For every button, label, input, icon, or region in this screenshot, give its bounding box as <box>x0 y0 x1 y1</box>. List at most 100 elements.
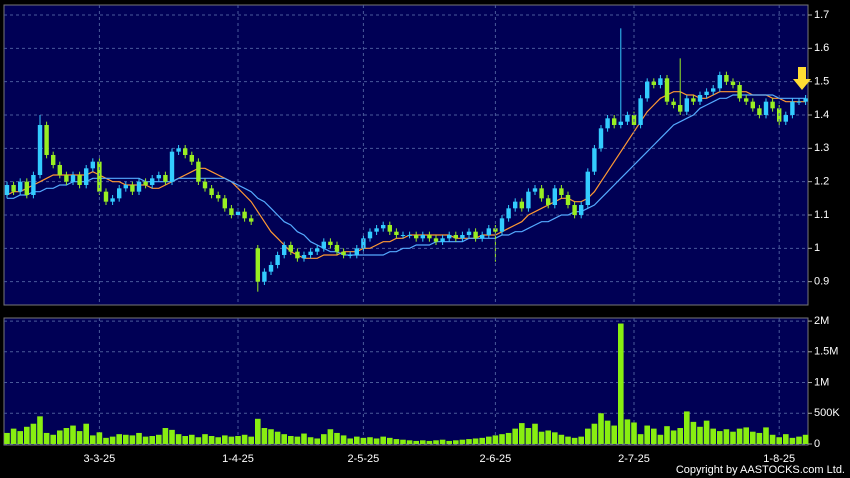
candle-body <box>420 235 425 239</box>
volume-bar <box>446 440 452 444</box>
volume-bar <box>598 413 604 444</box>
copyright: Copyright by AASTOCKS.com Ltd. <box>676 464 845 476</box>
candle-body <box>216 195 221 199</box>
volume-bar <box>525 428 532 444</box>
candle-body <box>176 148 181 152</box>
volume-bar <box>400 439 406 444</box>
candle-body <box>367 231 373 239</box>
candle-body <box>222 198 227 209</box>
candle-body <box>763 101 769 115</box>
candle-body <box>136 181 142 192</box>
candle-body <box>684 98 689 112</box>
candle-body <box>796 101 802 103</box>
volume-bar <box>763 427 769 444</box>
candle-body <box>803 98 808 102</box>
candle-body <box>750 101 755 109</box>
candle-body <box>130 185 135 192</box>
candle-body <box>282 245 287 255</box>
volume-bar <box>743 427 749 444</box>
candle-body <box>321 241 326 249</box>
volume-bar <box>314 438 320 444</box>
candle-body <box>427 235 432 239</box>
candle-body <box>737 85 742 99</box>
candle-body <box>612 118 617 125</box>
volume-bar <box>241 434 248 444</box>
volume-bar <box>631 422 637 444</box>
candle-body <box>691 98 696 102</box>
volume-bar <box>611 425 617 444</box>
candle-body <box>790 101 795 115</box>
volume-bar <box>670 430 677 444</box>
candle-body <box>249 218 254 222</box>
candle-body <box>711 88 716 92</box>
volume-bar <box>222 435 228 444</box>
candle-body <box>414 235 419 239</box>
volume-bar <box>571 437 578 444</box>
candle-body <box>348 255 353 256</box>
volume-bar <box>730 431 736 444</box>
volume-bar <box>776 437 782 444</box>
candle-body <box>519 201 524 209</box>
candle-body <box>579 205 584 215</box>
volume-bar <box>644 425 650 444</box>
volume-bar <box>208 436 215 444</box>
candle-body <box>150 178 155 185</box>
candle-body <box>486 228 491 235</box>
volume-bar <box>492 435 499 444</box>
candle-body <box>51 155 56 165</box>
x-tick-label: 2-7-25 <box>618 453 650 465</box>
volume-bar <box>690 421 697 444</box>
volume-bar <box>261 428 268 444</box>
volume-bar <box>360 437 367 444</box>
volume-bar <box>288 436 294 444</box>
y-tick-label: 1M <box>814 376 829 388</box>
volume-bar <box>413 440 419 444</box>
volume-bar <box>321 434 327 444</box>
volume-bar <box>466 439 472 444</box>
candle-body <box>770 101 775 109</box>
candle-body <box>315 248 320 252</box>
volume-bar <box>769 434 776 444</box>
candle-body <box>387 225 392 232</box>
volume-bar <box>703 420 710 444</box>
volume-bar <box>796 436 802 444</box>
volume-bar <box>472 438 479 444</box>
candle-body <box>671 101 676 105</box>
candle-body <box>433 238 439 242</box>
candle-body <box>110 198 115 202</box>
volume-bar <box>624 419 631 444</box>
ma-line <box>7 94 806 256</box>
candle-body <box>466 231 472 235</box>
candle-body <box>103 191 109 202</box>
volume-bar <box>585 428 591 444</box>
price-panel <box>3 4 809 306</box>
candle-body <box>552 188 557 205</box>
volume-bar <box>83 423 89 444</box>
volume-bar <box>24 426 30 444</box>
candle-body <box>400 235 406 236</box>
x-tick-label: 2-5-25 <box>348 453 380 465</box>
candle-body <box>394 231 399 235</box>
candle-body <box>288 245 293 252</box>
volume-bar <box>268 429 274 444</box>
candle-body <box>473 231 478 239</box>
volume-bar <box>43 432 50 444</box>
candle-body <box>90 161 95 169</box>
volume-bar <box>149 436 155 444</box>
volume-bar <box>70 425 76 444</box>
volume-bar <box>255 418 261 444</box>
candle-body <box>585 171 590 205</box>
volume-bar <box>136 432 142 444</box>
volume-bar <box>453 440 459 444</box>
volume-bar <box>281 434 287 444</box>
candle-body <box>697 95 703 102</box>
x-tick-label: 2-6-25 <box>480 453 512 465</box>
candle-body <box>598 128 604 149</box>
volume-bar <box>327 429 334 444</box>
volume-bar <box>591 423 598 444</box>
volume-bar <box>512 428 518 444</box>
volume-bar <box>519 423 525 444</box>
volume-bar <box>802 434 809 444</box>
x-tick-label: 3-3-25 <box>84 453 116 465</box>
volume-bar <box>756 432 763 444</box>
